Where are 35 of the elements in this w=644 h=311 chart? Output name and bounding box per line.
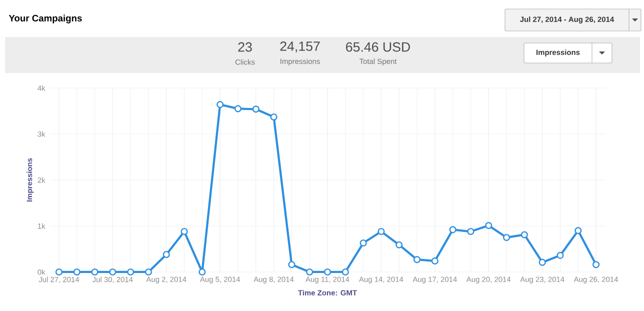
point xyxy=(55,268,62,276)
point xyxy=(306,268,314,276)
point xyxy=(127,268,134,276)
point xyxy=(180,228,188,236)
point xyxy=(502,234,510,242)
point xyxy=(413,256,421,264)
point xyxy=(162,250,170,258)
point xyxy=(431,257,438,264)
point xyxy=(91,268,98,276)
text: 24,157 xyxy=(280,41,320,53)
point xyxy=(234,105,242,112)
point xyxy=(378,228,385,236)
point xyxy=(360,239,367,247)
point xyxy=(467,228,474,236)
point xyxy=(538,258,546,266)
point xyxy=(198,268,206,276)
point xyxy=(324,268,332,276)
point xyxy=(252,106,260,113)
point xyxy=(574,227,582,234)
point xyxy=(144,268,152,276)
point xyxy=(592,261,600,268)
point xyxy=(342,268,349,276)
point xyxy=(396,241,403,248)
point xyxy=(73,268,80,276)
text: 23 xyxy=(238,42,252,52)
point xyxy=(109,268,116,276)
point xyxy=(520,231,528,238)
point xyxy=(485,222,492,230)
point xyxy=(556,252,564,259)
point xyxy=(216,101,224,108)
chart-title: Your Campaigns xyxy=(8,14,82,24)
point xyxy=(270,113,278,121)
text: 65.46 USD xyxy=(346,42,410,52)
point xyxy=(449,226,456,234)
point xyxy=(288,261,296,268)
